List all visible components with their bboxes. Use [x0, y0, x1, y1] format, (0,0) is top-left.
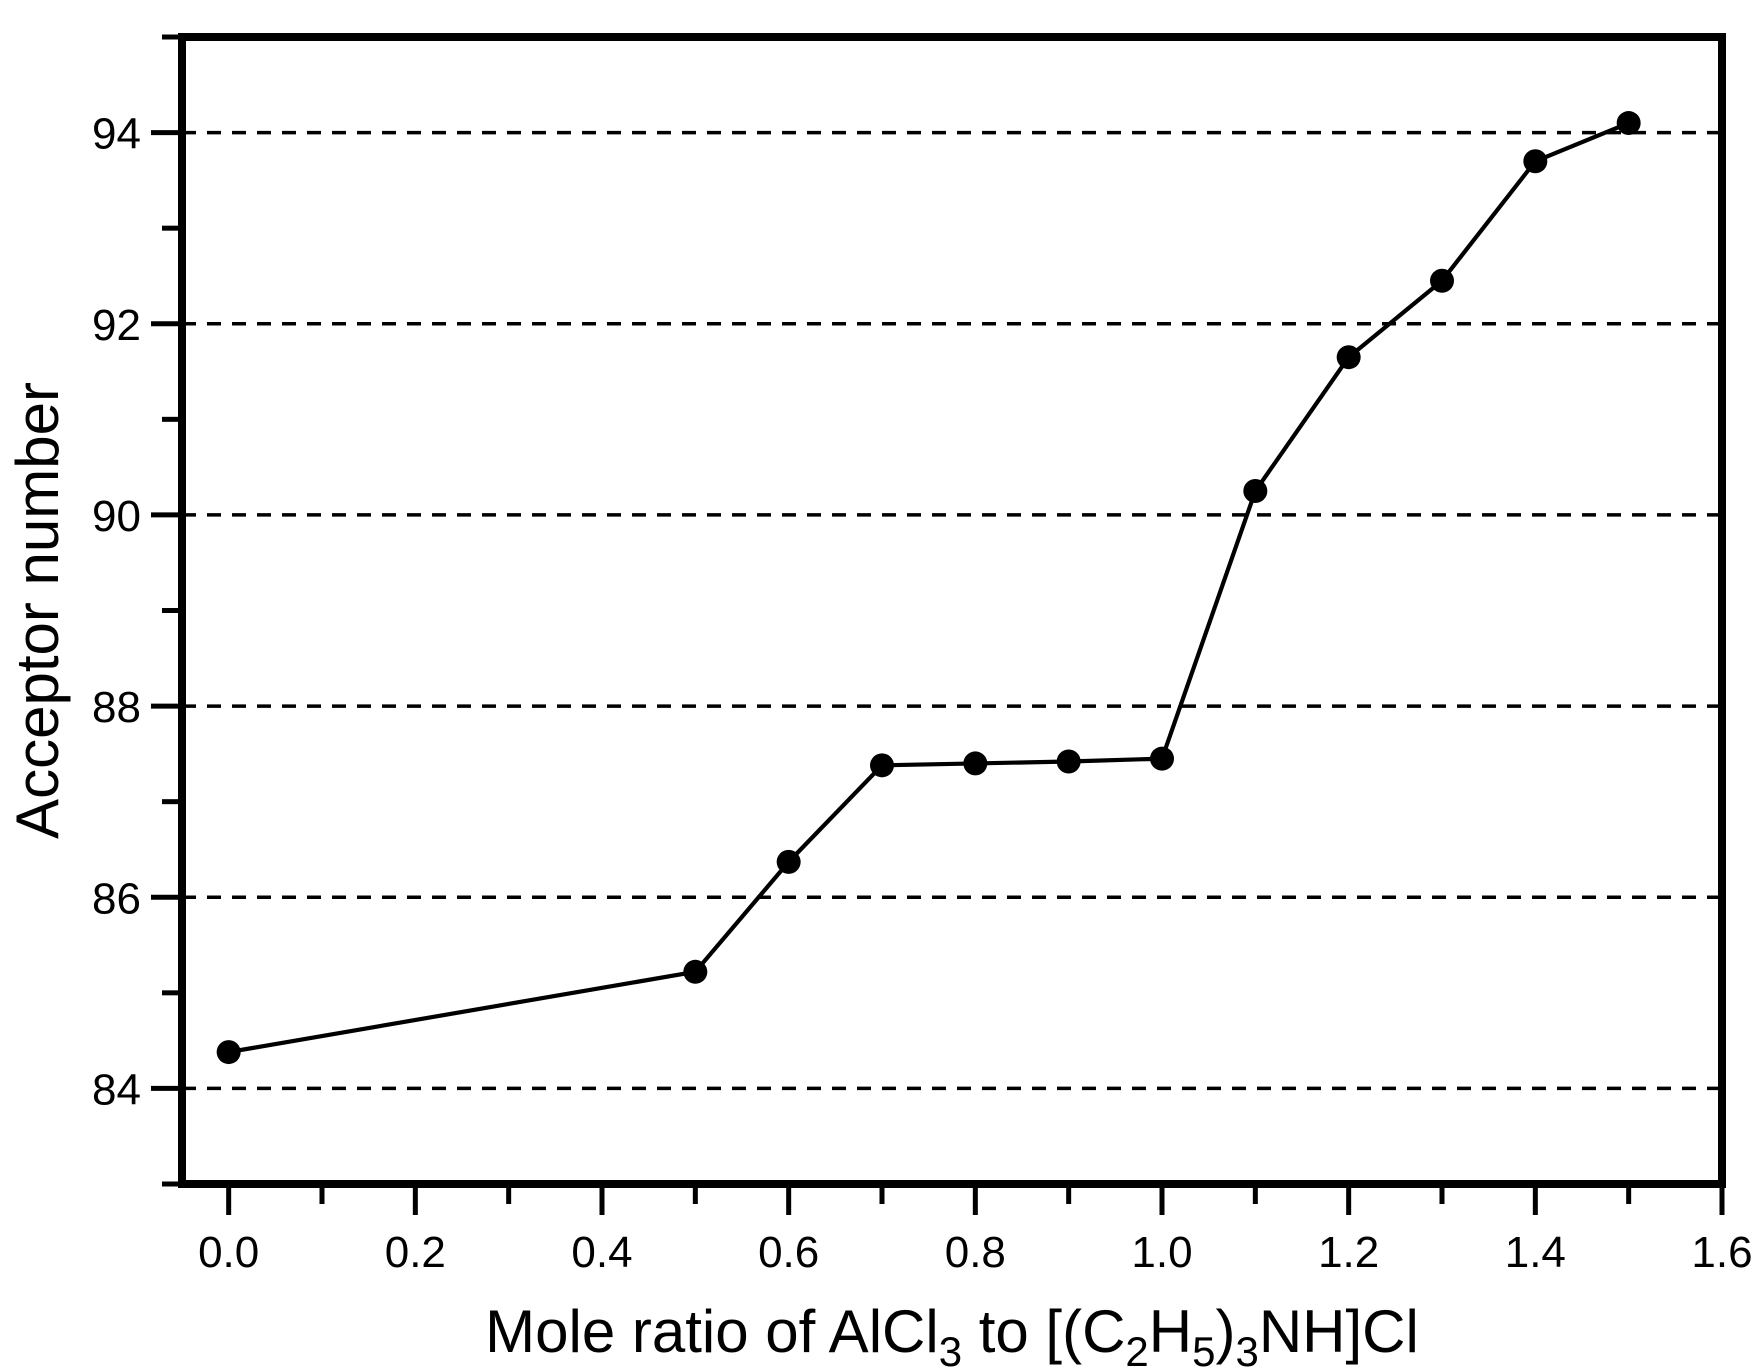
data-point — [1150, 746, 1174, 771]
data-series — [216, 111, 1641, 1065]
x-tick-label: 0.8 — [945, 1228, 1006, 1277]
y-tick-label: 92 — [92, 301, 141, 350]
axis-ticks — [151, 34, 1725, 1215]
y-tick-labels: 84 86 88 90 92 94 — [92, 110, 141, 1115]
x-tick-label: 1.6 — [1691, 1228, 1752, 1277]
data-point — [1523, 149, 1548, 174]
y-gridlines — [182, 130, 1722, 1091]
data-line — [228, 121, 1630, 1055]
x-tick-label: 0.6 — [758, 1228, 819, 1277]
y-tick-label: 94 — [92, 110, 141, 159]
data-point — [776, 849, 801, 874]
x-axis-title-subscript: 3 — [939, 1328, 962, 1367]
x-tick-label: 1.4 — [1505, 1228, 1566, 1277]
data-point — [216, 1040, 241, 1065]
y-tick-label: 88 — [92, 683, 141, 732]
x-tick-label: 0.2 — [385, 1228, 446, 1277]
x-axis-title-segment: H — [1149, 1298, 1192, 1365]
x-axis-title-segment: Mole ratio of AlCl — [485, 1298, 939, 1365]
x-tick-label: 0.0 — [198, 1228, 259, 1277]
y-tick-label: 84 — [92, 1065, 141, 1114]
data-point — [1243, 479, 1268, 504]
y-tick-label: 90 — [92, 492, 141, 541]
x-tick-label: 0.4 — [571, 1228, 632, 1277]
data-point — [1056, 749, 1081, 774]
x-axis-title-subscript: 5 — [1192, 1328, 1215, 1367]
data-point — [1616, 111, 1641, 136]
data-point — [1430, 268, 1454, 293]
y-axis-title: Acceptor number — [4, 382, 71, 839]
data-point — [683, 959, 708, 984]
x-axis-title-segment: ) — [1215, 1298, 1235, 1365]
x-axis-title-subscript: 2 — [1125, 1328, 1148, 1367]
x-axis-title: Mole ratio of AlCl3 to [(C2H5)3NH]Cl — [485, 1298, 1419, 1367]
x-axis-title-subscript: 3 — [1235, 1328, 1258, 1367]
x-tick-labels: 0.0 0.2 0.4 0.6 0.8 1.0 1.2 1.4 1.6 — [198, 1228, 1753, 1277]
data-point — [870, 753, 894, 778]
x-axis-title-segment: to [(C — [962, 1298, 1125, 1365]
x-axis-title-segment: NH]Cl — [1259, 1298, 1419, 1365]
data-point — [1336, 345, 1361, 370]
y-tick-label: 86 — [92, 874, 141, 923]
x-tick-label: 1.0 — [1131, 1228, 1192, 1277]
data-point — [963, 751, 988, 776]
x-tick-label: 1.2 — [1318, 1228, 1379, 1277]
plot-frame — [178, 33, 1726, 1188]
